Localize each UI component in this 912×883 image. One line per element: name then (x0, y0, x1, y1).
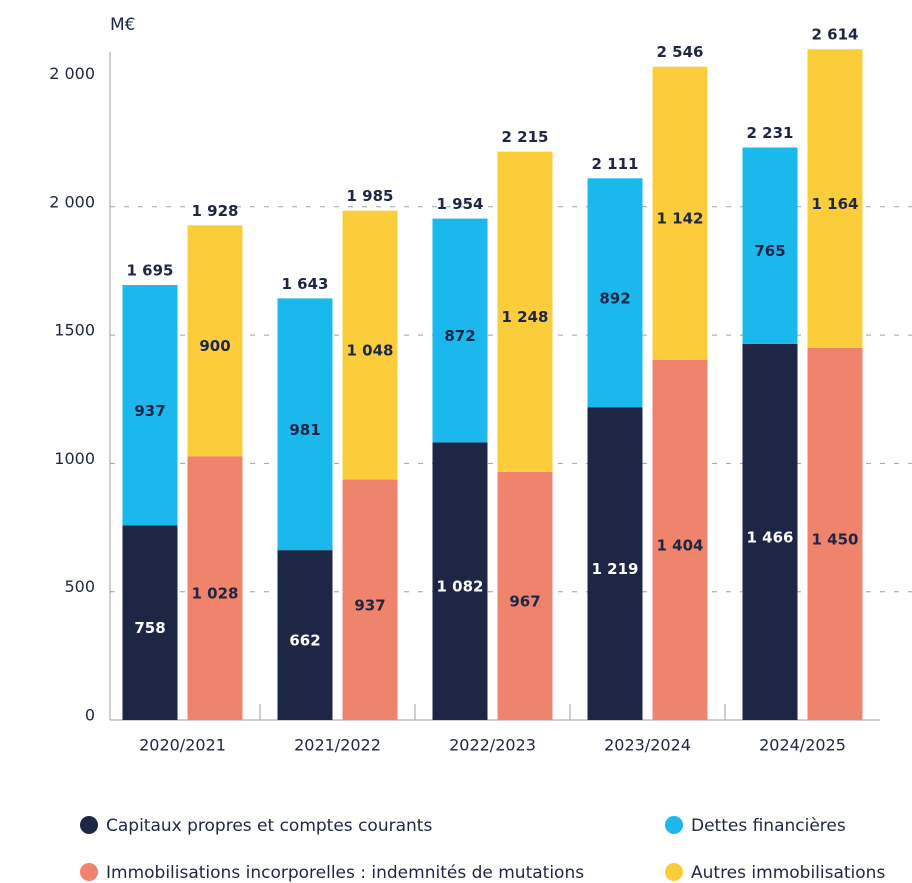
bar-value-label: 937 (134, 402, 165, 420)
bar-value-label: 1 466 (747, 528, 794, 546)
total-label: 1 643 (282, 275, 329, 293)
legend-label: Dettes financières (691, 816, 846, 836)
y-tick-label: 0 (85, 706, 95, 725)
legend-swatch (80, 816, 98, 834)
y-tick-label: 500 (64, 577, 95, 596)
bar-value-label: 1 028 (192, 585, 239, 603)
x-tick-label: 2021/2022 (294, 736, 381, 755)
bar-segment (742, 147, 798, 344)
bar-segment (342, 210, 398, 480)
legend-label: Capitaux propres et comptes courants (106, 816, 432, 836)
total-label: 2 546 (657, 43, 704, 61)
total-label: 1 985 (347, 187, 394, 205)
bar-value-label: 1 048 (347, 342, 394, 360)
bar-segment (807, 347, 863, 720)
x-tick-label: 2024/2025 (759, 736, 846, 755)
total-label: 1 954 (437, 195, 484, 213)
bar-value-label: 758 (134, 619, 165, 637)
y-tick-label: 2 000 (49, 192, 95, 211)
bar-value-label: 900 (199, 337, 230, 355)
bar-value-label: 937 (354, 596, 385, 614)
bar-segment (277, 550, 333, 720)
bar-segment (807, 49, 863, 348)
legend-swatch (665, 816, 683, 834)
bar-segment (742, 343, 798, 720)
bar-segment (587, 407, 643, 720)
legend-swatch (665, 863, 683, 881)
bar-segment (122, 525, 178, 720)
bar-value-label: 765 (754, 242, 785, 260)
bar-value-label: 892 (599, 289, 630, 307)
bar-value-label: 662 (289, 632, 320, 650)
total-label: 2 111 (592, 155, 639, 173)
bar-value-label: 1 450 (812, 530, 859, 548)
bar-value-label: 967 (509, 592, 540, 610)
legend-label: Autres immobilisations (691, 863, 885, 883)
y-unit-label: M€ (110, 15, 135, 35)
bar-value-label: 872 (444, 327, 475, 345)
bar-segment (342, 479, 398, 720)
x-tick-label: 2020/2021 (139, 736, 226, 755)
bar-segment (652, 66, 708, 360)
bar-value-label: 1 082 (437, 578, 484, 596)
bar-value-label: 1 142 (657, 210, 704, 228)
bar-value-label: 1 404 (657, 536, 704, 554)
bar-segment (497, 151, 553, 472)
bar-segment (652, 359, 708, 720)
x-tick-label: 2022/2023 (449, 736, 536, 755)
x-tick-label: 2023/2024 (604, 736, 691, 755)
bar-value-label: 1 248 (502, 308, 549, 326)
total-label: 1 695 (127, 262, 174, 280)
bar-segment (122, 285, 178, 526)
bar-segment (187, 456, 243, 720)
total-label: 2 614 (812, 26, 859, 44)
bar-segment (497, 471, 553, 720)
bar-segment (432, 442, 488, 720)
y-tick-label: 1000 (54, 449, 95, 468)
bar-segment (432, 218, 488, 443)
bar-segment (277, 298, 333, 551)
bar-value-label: 1 219 (592, 560, 639, 578)
legend-label: Immobilisations incorporelles : indemnit… (106, 863, 584, 883)
bar-value-label: 981 (289, 421, 320, 439)
bar-segment (187, 225, 243, 457)
bar-value-label: 1 164 (812, 195, 859, 213)
total-label: 2 215 (502, 128, 549, 146)
y-tick-label: 2 000 (49, 64, 95, 83)
bar-segment (587, 178, 643, 408)
legend-swatch (80, 863, 98, 881)
total-label: 2 231 (747, 124, 794, 142)
total-label: 1 928 (192, 202, 239, 220)
y-tick-label: 1500 (54, 321, 95, 340)
